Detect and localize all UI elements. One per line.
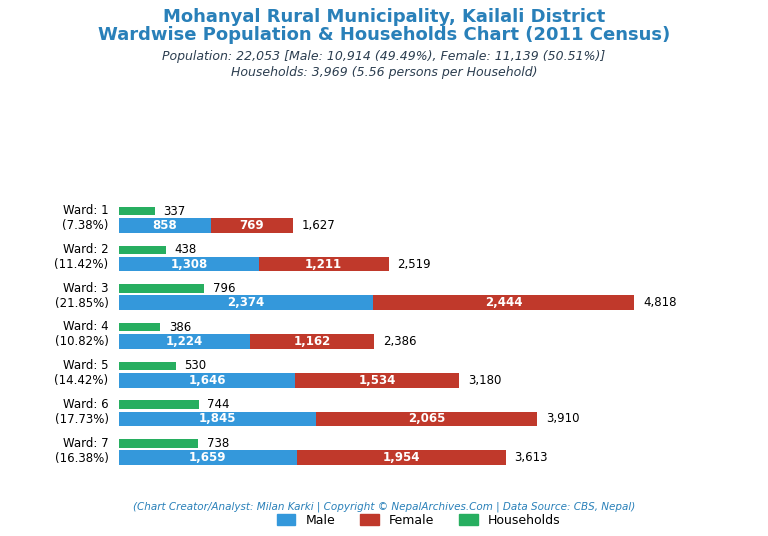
Text: 3,180: 3,180 [468, 374, 502, 387]
Text: 738: 738 [207, 437, 229, 450]
Bar [119, 257, 259, 271]
Bar [373, 295, 634, 310]
Text: 1,211: 1,211 [305, 258, 343, 271]
Text: 1,162: 1,162 [293, 335, 331, 348]
Text: 337: 337 [164, 205, 186, 218]
Text: 858: 858 [153, 219, 177, 232]
Text: 386: 386 [169, 321, 191, 334]
Bar [295, 373, 459, 388]
Bar [119, 295, 373, 310]
Text: 1,845: 1,845 [199, 413, 237, 426]
Bar [259, 257, 389, 271]
Text: 438: 438 [174, 243, 197, 256]
Text: 769: 769 [240, 219, 264, 232]
Text: Population: 22,053 [Male: 10,914 (49.49%), Female: 11,139 (50.51%)]: Population: 22,053 [Male: 10,914 (49.49%… [162, 50, 606, 63]
Bar [296, 450, 505, 465]
Text: 2,444: 2,444 [485, 296, 522, 309]
Bar [119, 439, 198, 448]
Bar [250, 334, 374, 349]
Text: 1,308: 1,308 [170, 258, 207, 271]
Bar [211, 218, 293, 233]
Text: 1,954: 1,954 [382, 451, 420, 464]
Text: 1,659: 1,659 [189, 451, 227, 464]
Text: 2,065: 2,065 [408, 413, 445, 426]
Text: 1,646: 1,646 [188, 374, 226, 387]
Text: 744: 744 [207, 398, 230, 411]
Bar [119, 207, 155, 215]
Bar [119, 284, 204, 293]
Bar [316, 412, 538, 426]
Bar [119, 362, 176, 370]
Text: 4,818: 4,818 [643, 296, 677, 309]
Text: 530: 530 [184, 360, 207, 373]
Bar [119, 323, 161, 331]
Bar [119, 373, 295, 388]
Text: 3,613: 3,613 [514, 451, 548, 464]
Bar [119, 334, 250, 349]
Text: 1,627: 1,627 [302, 219, 336, 232]
Text: 2,386: 2,386 [382, 335, 416, 348]
Bar [119, 218, 211, 233]
Text: Households: 3,969 (5.56 persons per Household): Households: 3,969 (5.56 persons per Hous… [230, 66, 538, 79]
Text: 3,910: 3,910 [546, 413, 579, 426]
Text: (Chart Creator/Analyst: Milan Karki | Copyright © NepalArchives.Com | Data Sourc: (Chart Creator/Analyst: Milan Karki | Co… [133, 501, 635, 512]
Text: 2,519: 2,519 [397, 258, 431, 271]
Text: Wardwise Population & Households Chart (2011 Census): Wardwise Population & Households Chart (… [98, 26, 670, 44]
Bar [119, 245, 166, 254]
Bar [119, 400, 199, 409]
Text: 1,224: 1,224 [166, 335, 203, 348]
Text: 2,374: 2,374 [227, 296, 265, 309]
Bar [119, 450, 296, 465]
Bar [119, 412, 316, 426]
Text: 1,534: 1,534 [359, 374, 396, 387]
Legend: Male, Female, Households: Male, Female, Households [272, 509, 565, 532]
Text: Mohanyal Rural Municipality, Kailali District: Mohanyal Rural Municipality, Kailali Dis… [163, 8, 605, 26]
Text: 796: 796 [213, 282, 235, 295]
